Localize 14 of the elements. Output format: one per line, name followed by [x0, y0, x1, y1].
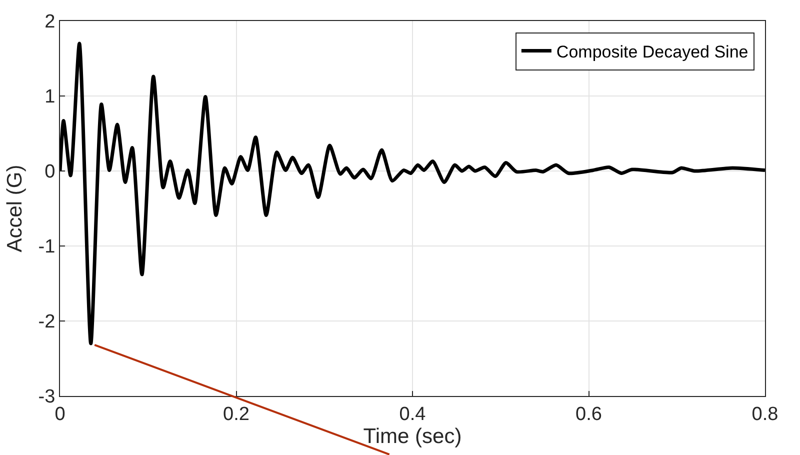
y-tick-label: -2 — [38, 312, 56, 333]
x-tick-label: 0.2 — [223, 404, 250, 425]
legend-label: Composite Decayed Sine — [556, 42, 748, 62]
x-tick-label: 0.6 — [576, 404, 602, 425]
y-axis-title: Accel (G) — [3, 164, 26, 252]
x-tick-label: 0.8 — [752, 404, 778, 425]
x-axis-title: Time (sec) — [363, 425, 462, 448]
y-tick-label: -1 — [38, 236, 56, 258]
line-series — [60, 42, 765, 346]
y-tick-label: -3 — [38, 386, 56, 408]
y-tick-label: 2 — [44, 12, 56, 33]
y-tick-label: 0 — [44, 162, 56, 183]
y-tick-label: 1 — [44, 86, 56, 108]
x-tick-label: 0.4 — [399, 404, 426, 425]
